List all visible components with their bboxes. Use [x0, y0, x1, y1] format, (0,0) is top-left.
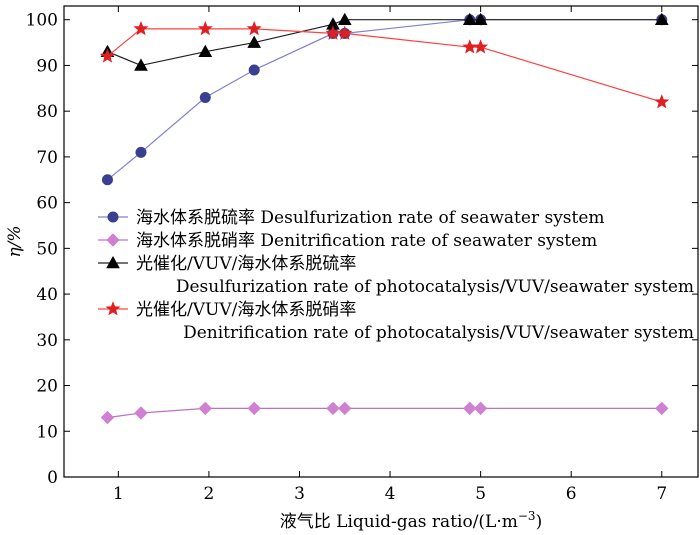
data-point: [654, 94, 670, 109]
data-point: [338, 401, 352, 416]
axis-frame-layer: [63, 5, 699, 478]
y-tick-label: 50: [36, 239, 58, 259]
legend-marker: [105, 301, 121, 316]
series-line: [107, 19, 662, 181]
series-3: [100, 12, 669, 71]
y-tick-label: 70: [36, 148, 58, 168]
data-point: [462, 12, 477, 26]
y-tick-label: 80: [36, 102, 58, 122]
series-4: [99, 20, 670, 109]
series-layer: [99, 12, 670, 425]
legend-label: 光催化/VUV/海水体系脱硝率: [136, 300, 356, 320]
data-point: [134, 406, 148, 420]
series-line: [107, 28, 662, 103]
series-1: [101, 14, 668, 186]
y-tick-label: 0: [47, 468, 58, 488]
series-2: [100, 401, 669, 425]
y-tick-label: 10: [36, 422, 58, 442]
x-tick-label: 3: [294, 484, 305, 504]
data-point: [337, 12, 352, 26]
legend-marker: [106, 255, 120, 269]
legend-entry-2: 海水体系脱硝率 Denitrification rate of seawater…: [98, 231, 597, 251]
x-tick-label: 6: [566, 484, 577, 504]
legend-label: Denitrification rate of photocatalysis/V…: [183, 323, 694, 343]
x-tick-label: 4: [385, 484, 396, 504]
data-point: [473, 401, 488, 416]
x-tick-label: 2: [204, 484, 215, 504]
x-axis-label: 液气比 Liquid-gas ratio/(L·m−3): [280, 509, 542, 532]
legend-label: 海水体系脱硫率 Desulfurization rate of seawater…: [136, 208, 605, 228]
tick-layer: 0 10 20 30 40 50 60 70 80 90 100 1 2 3 4 5 6 7: [26, 6, 698, 504]
data-point: [99, 48, 115, 63]
legend-marker: [107, 211, 119, 223]
y-axis-label: η/%: [5, 225, 25, 257]
series-line: [107, 19, 662, 67]
legend-label: 光催化/VUV/海水体系脱硫率: [136, 254, 356, 274]
legend-entry-3: 光催化/VUV/海水体系脱硫率 Desulfurization rate of p…: [98, 254, 694, 297]
x-tick-label: 1: [113, 484, 124, 504]
series-line: [107, 407, 662, 419]
legend-label: 海水体系脱硝率 Denitrification rate of seawater…: [136, 231, 597, 251]
data-point: [325, 25, 341, 40]
data-point: [655, 401, 669, 416]
data-point: [100, 410, 115, 425]
plot-frame: [63, 5, 699, 478]
data-point: [101, 174, 113, 186]
data-point: [247, 35, 262, 48]
x-tick-label: 7: [656, 484, 667, 504]
data-point: [199, 91, 211, 103]
data-point: [135, 146, 147, 158]
legend-label: Desulfurization rate of photocatalysis/V…: [176, 277, 694, 297]
data-point: [654, 12, 669, 26]
data-point: [473, 12, 488, 26]
legend: 海水体系脱硫率 Desulfurization rate of seawater…: [98, 208, 694, 343]
data-point: [248, 64, 260, 76]
data-point: [246, 20, 262, 36]
data-point: [198, 44, 213, 58]
legend-marker: [106, 233, 120, 247]
data-point: [197, 20, 213, 36]
data-point: [462, 39, 478, 54]
data-point: [326, 401, 340, 416]
y-tick-label: 20: [36, 377, 58, 397]
data-point: [133, 20, 149, 36]
y-tick-label: 90: [36, 56, 58, 76]
legend-entry-1: 海水体系脱硫率 Desulfurization rate of seawater…: [98, 208, 605, 228]
y-tick-label: 40: [36, 285, 58, 305]
x-tick-label: 5: [475, 484, 486, 504]
data-point: [473, 39, 489, 54]
data-point: [247, 401, 261, 416]
data-point: [463, 401, 477, 416]
legend-entry-4: 光催化/VUV/海水体系脱硝率 Denitrification rate of p…: [98, 300, 694, 343]
data-point: [337, 25, 353, 40]
y-tick-label: 100: [26, 11, 58, 31]
y-tick-label: 60: [36, 194, 58, 214]
data-point: [134, 58, 148, 71]
y-tick-label: 30: [36, 331, 58, 351]
data-point: [198, 401, 212, 416]
